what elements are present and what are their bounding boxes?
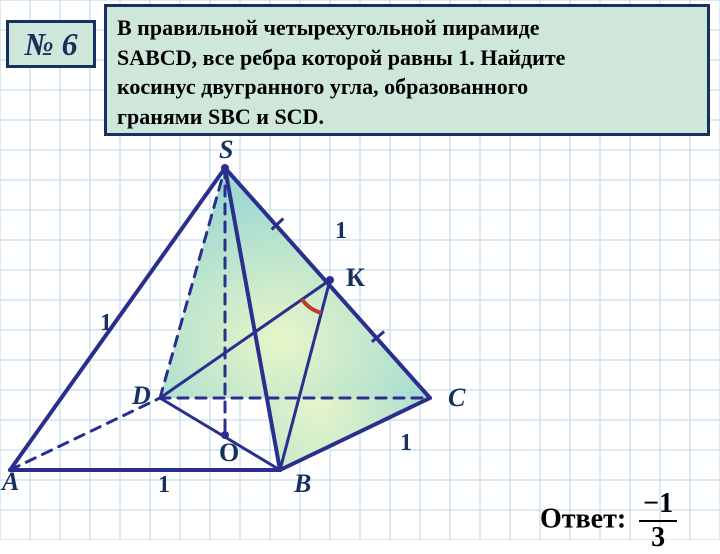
svg-text:1: 1 [158, 472, 170, 498]
answer-numerator: −1 [639, 488, 677, 522]
svg-text:D: D [131, 381, 151, 410]
svg-text:C: C [448, 383, 466, 412]
svg-text:O: O [219, 438, 239, 467]
answer-fraction: −1 3 [639, 488, 677, 554]
svg-text:1: 1 [400, 430, 412, 456]
svg-text:1: 1 [335, 218, 347, 244]
pyramid-diagram: A B C D O S К 1 1 1 1 [0, 0, 720, 540]
svg-text:B: B [293, 469, 311, 498]
svg-text:К: К [346, 263, 365, 292]
answer-label: Ответ: [540, 503, 626, 534]
answer-denominator: 3 [639, 522, 677, 554]
svg-text:A: A [0, 467, 19, 496]
canvas: № 6 В правильной четырехугольной пирамид… [0, 0, 720, 540]
answer-block: Ответ: −1 3 [540, 488, 677, 554]
svg-text:S: S [219, 135, 233, 164]
svg-text:1: 1 [100, 310, 112, 336]
